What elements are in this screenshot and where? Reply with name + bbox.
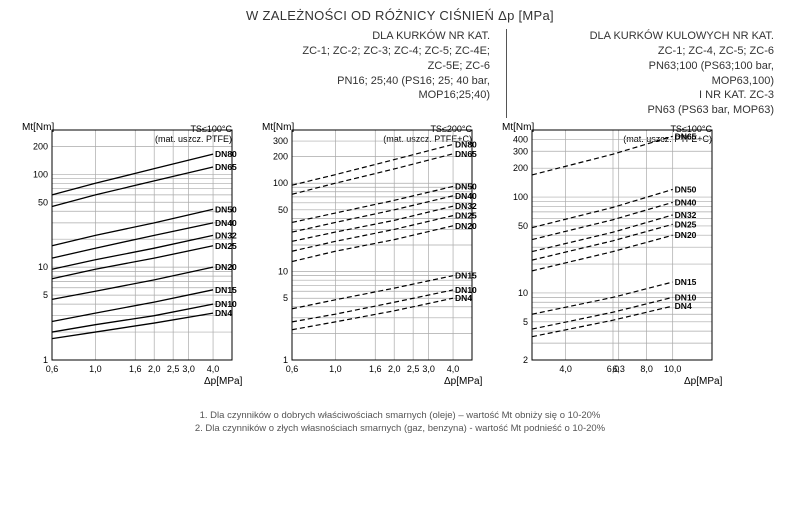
svg-text:5: 5 [283, 293, 288, 303]
y-axis-label: Mt[Nm] [22, 122, 54, 133]
svg-text:10: 10 [518, 288, 528, 298]
page-title: W ZALEŻNOŚCI OD RÓŻNICY CIŚNIEŃ Δp [MPa] [10, 8, 790, 23]
svg-text:2,0: 2,0 [148, 364, 161, 374]
svg-text:4,0: 4,0 [559, 364, 572, 374]
series-label-DN10: DN10 [215, 299, 237, 309]
svg-text:50: 50 [518, 221, 528, 231]
svg-text:2,5: 2,5 [407, 364, 420, 374]
series-DN25 [532, 224, 673, 260]
series-label-DN40: DN40 [215, 218, 237, 228]
series-DN65 [532, 136, 673, 175]
svg-text:200: 200 [513, 163, 528, 173]
series-DN15 [532, 282, 673, 314]
series-label-DN25: DN25 [455, 211, 477, 221]
series-label-DN20: DN20 [215, 262, 237, 272]
header-left: DLA KURKÓW NR KAT.ZC-1; ZC-2; ZC-3; ZC-4… [10, 29, 507, 118]
series-label-DN15: DN15 [215, 285, 237, 295]
series-label-DN65: DN65 [455, 149, 477, 159]
svg-text:1,6: 1,6 [369, 364, 382, 374]
series-label-DN65: DN65 [215, 162, 237, 172]
headers: DLA KURKÓW NR KAT.ZC-1; ZC-2; ZC-3; ZC-4… [10, 29, 790, 118]
chart-3: Mt[Nm]TS≤100°C(mat. uszcz. PTFE+C)251050… [490, 122, 722, 404]
header-right: DLA KURKÓW KULOWYCH NR KAT.ZC-1; ZC-4, Z… [517, 29, 790, 118]
chart-1: Mt[Nm]TS≤100°C(mat. uszcz. PTFE)15105010… [10, 122, 242, 404]
svg-text:50: 50 [278, 205, 288, 215]
x-axis-label: Δp[MPa] [684, 376, 722, 387]
charts-row: Mt[Nm]TS≤100°C(mat. uszcz. PTFE)15105010… [10, 122, 790, 404]
series-label-DN80: DN80 [455, 139, 477, 149]
series-label-DN80: DN80 [215, 149, 237, 159]
svg-text:3,0: 3,0 [182, 364, 195, 374]
svg-text:10,0: 10,0 [664, 364, 682, 374]
chart-subtitle: TS≤200°C [430, 124, 472, 134]
svg-text:6,3: 6,3 [612, 364, 625, 374]
series-label-DN10: DN10 [455, 285, 477, 295]
y-axis-label: Mt[Nm] [262, 122, 294, 133]
series-label-DN25: DN25 [215, 241, 237, 251]
series-label-DN50: DN50 [455, 181, 477, 191]
series-label-DN40: DN40 [455, 191, 477, 201]
svg-text:400: 400 [513, 134, 528, 144]
svg-text:1,0: 1,0 [329, 364, 342, 374]
svg-text:4,0: 4,0 [207, 364, 220, 374]
series-label-DN40: DN40 [675, 197, 697, 207]
svg-text:0,6: 0,6 [286, 364, 299, 374]
svg-text:2,5: 2,5 [167, 364, 180, 374]
svg-text:200: 200 [33, 141, 48, 151]
series-label-DN32: DN32 [215, 230, 237, 240]
series-DN20 [532, 235, 673, 271]
svg-text:50: 50 [38, 197, 48, 207]
svg-text:5: 5 [523, 317, 528, 327]
svg-text:0,6: 0,6 [46, 364, 59, 374]
series-label-DN65: DN65 [675, 131, 697, 141]
svg-text:100: 100 [33, 169, 48, 179]
svg-text:100: 100 [513, 192, 528, 202]
svg-text:8,0: 8,0 [640, 364, 653, 374]
footnotes: 1. Dla czynników o dobrych właściwościac… [10, 410, 790, 436]
svg-text:300: 300 [273, 136, 288, 146]
series-label-DN10: DN10 [675, 292, 697, 302]
svg-text:4,0: 4,0 [447, 364, 460, 374]
series-label-DN20: DN20 [675, 230, 697, 240]
series-label-DN50: DN50 [675, 185, 697, 195]
x-axis-label: Δp[MPa] [444, 376, 482, 387]
svg-text:3,0: 3,0 [422, 364, 435, 374]
svg-text:5: 5 [43, 290, 48, 300]
chart-2: Mt[Nm]TS≤200°C(mat. uszcz. PTFE+C)151050… [250, 122, 482, 404]
series-DN4 [532, 306, 673, 337]
svg-text:300: 300 [513, 146, 528, 156]
series-label-DN32: DN32 [455, 201, 477, 211]
series-DN32 [532, 215, 673, 252]
svg-text:1,6: 1,6 [129, 364, 142, 374]
chart-subtitle: TS≤100°C [190, 124, 232, 134]
chart-subtitle-2: (mat. uszcz. PTFE) [155, 134, 232, 144]
series-label-DN20: DN20 [455, 221, 477, 231]
svg-text:2: 2 [523, 355, 528, 365]
series-label-DN15: DN15 [675, 277, 697, 287]
svg-text:100: 100 [273, 178, 288, 188]
svg-text:200: 200 [273, 152, 288, 162]
svg-text:10: 10 [278, 267, 288, 277]
y-axis-label: Mt[Nm] [502, 122, 534, 133]
series-label-DN50: DN50 [215, 204, 237, 214]
svg-text:10: 10 [38, 262, 48, 272]
series-label-DN15: DN15 [455, 271, 477, 281]
series-label-DN4: DN4 [215, 308, 232, 318]
series-label-DN32: DN32 [675, 210, 697, 220]
x-axis-label: Δp[MPa] [204, 376, 242, 387]
svg-text:1,0: 1,0 [89, 364, 102, 374]
series-label-DN25: DN25 [675, 219, 697, 229]
series-label-DN4: DN4 [675, 301, 692, 311]
svg-text:2,0: 2,0 [388, 364, 401, 374]
